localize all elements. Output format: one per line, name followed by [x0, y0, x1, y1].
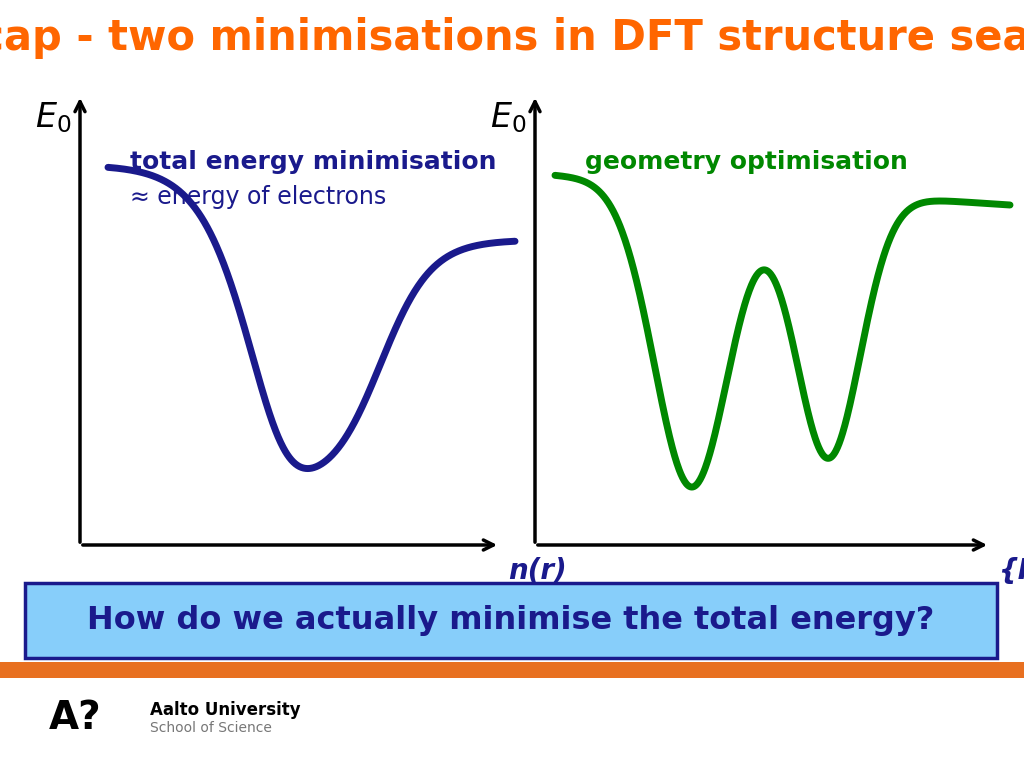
- Text: geometry optimisation: geometry optimisation: [585, 150, 908, 174]
- Bar: [0, 662, 1024, 678]
- Text: A?: A?: [49, 699, 101, 737]
- Text: ≈ energy of electrons: ≈ energy of electrons: [130, 185, 386, 209]
- Text: total energy minimisation: total energy minimisation: [130, 150, 497, 174]
- Text: $E_0$: $E_0$: [35, 100, 72, 134]
- Text: School of Science: School of Science: [150, 721, 272, 735]
- Text: n(r): n(r): [508, 557, 566, 585]
- Bar: [25, 583, 997, 658]
- Text: Aalto University: Aalto University: [150, 701, 301, 719]
- Text: {R}: {R}: [998, 557, 1024, 585]
- Text: Recap - two minimisations in DFT structure search: Recap - two minimisations in DFT structu…: [0, 17, 1024, 59]
- Text: $E_0$: $E_0$: [490, 100, 526, 134]
- Text: How do we actually minimise the total energy?: How do we actually minimise the total en…: [87, 605, 935, 636]
